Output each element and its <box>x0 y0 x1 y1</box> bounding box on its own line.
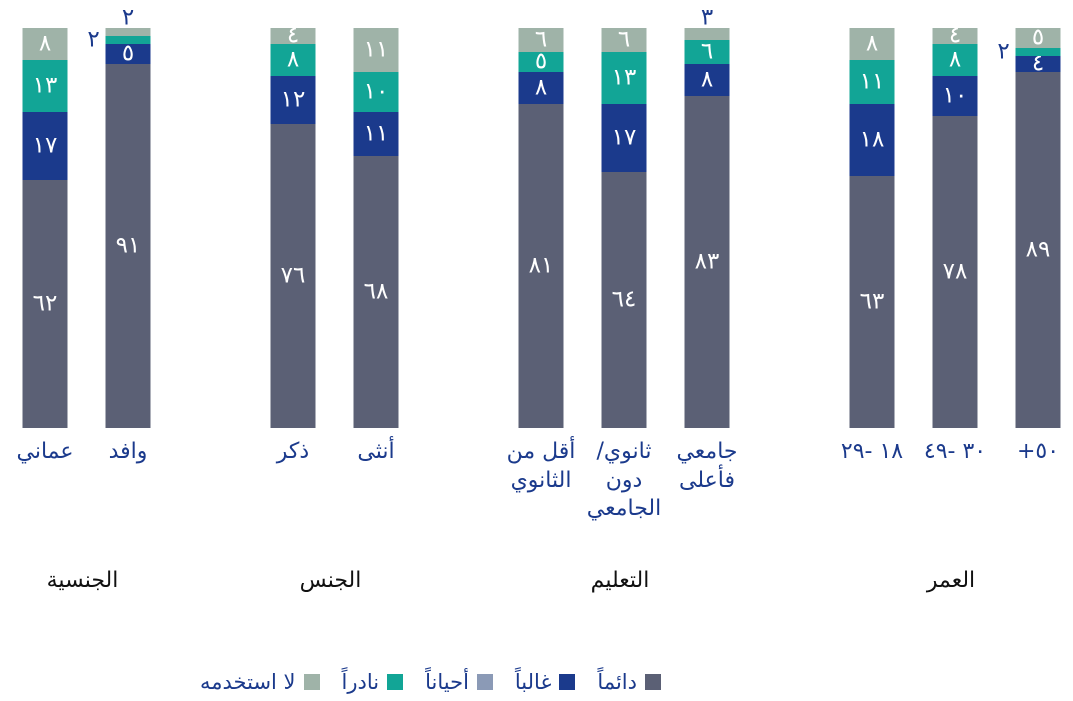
value-label: ٨ <box>535 75 547 101</box>
value-label: ١٢ <box>281 87 306 113</box>
legend-label: أحياناً <box>425 670 469 694</box>
group-label: العمر <box>881 568 1021 593</box>
value-label: ٦٣ <box>860 289 885 315</box>
legend-label: لا استخدمه <box>200 670 296 694</box>
x-tick-label: ٣٠ -٤٩ <box>907 438 1003 467</box>
value-label: ٦ <box>618 27 630 53</box>
value-label: ٣ <box>701 5 713 31</box>
legend-item: لا استخدمه <box>200 670 320 694</box>
x-tick-label: أقل من الثانوي <box>493 438 589 495</box>
value-label: ١٠ <box>364 79 389 105</box>
bar-segment <box>106 36 151 44</box>
value-label: ١٠ <box>943 83 968 109</box>
value-label: ١٧ <box>612 125 637 151</box>
value-label: ١١ <box>860 69 885 95</box>
value-label: ٨ <box>866 31 878 57</box>
value-label: ٦٨ <box>364 279 389 305</box>
value-label: ٦ <box>535 27 547 53</box>
legend-swatch <box>559 674 575 690</box>
value-label: ٦٤ <box>612 287 637 313</box>
legend-label: غالباً <box>515 670 552 694</box>
value-label: ١٧ <box>33 133 58 159</box>
legend-item: أحياناً <box>425 670 493 694</box>
value-label: ٨١ <box>529 253 554 279</box>
chart: ٨٩٤٢٥٧٨١٠٨٤٦٣١٨١١٨٨٣٨٦٣٦٤١٧١٣٦٨١٨٥٦٦٨١١١… <box>0 0 1073 701</box>
value-label: ٩١ <box>116 233 141 259</box>
value-label: ٧٦ <box>281 263 306 289</box>
value-label: ١١ <box>364 121 389 147</box>
x-tick-label: وافد <box>80 438 176 467</box>
value-label: ١٣ <box>612 65 637 91</box>
legend-label: نادراً <box>342 670 380 694</box>
legend-swatch <box>645 674 661 690</box>
value-label: ٢ <box>997 39 1009 65</box>
legend-label: دائماً <box>597 670 637 694</box>
value-label: ١١ <box>364 37 389 63</box>
legend-item: دائماً <box>597 670 661 694</box>
value-label: ٨ <box>287 47 299 73</box>
value-label: ٢ <box>122 5 134 31</box>
x-tick-label: جامعي فأعلى <box>659 438 755 495</box>
value-label: ٨ <box>949 47 961 73</box>
value-label: ٤ <box>287 23 299 49</box>
plot: ٨٩٤٢٥٧٨١٠٨٤٦٣١٨١١٨٨٣٨٦٣٦٤١٧١٣٦٨١٨٥٦٦٨١١١… <box>0 0 1073 701</box>
value-label: ٨٩ <box>1026 237 1051 263</box>
value-label: ٨ <box>39 31 51 57</box>
value-label: ٥ <box>122 41 134 67</box>
legend-swatch <box>387 674 403 690</box>
x-tick-label: ذكر <box>245 438 341 467</box>
value-label: ٦٢ <box>33 291 58 317</box>
x-tick-label: ١٨ -٢٩ <box>824 438 920 467</box>
value-label: ١٨ <box>860 127 885 153</box>
x-tick-label: أنثى <box>328 438 424 467</box>
legend-swatch <box>304 674 320 690</box>
x-tick-label: ثانوي/ دون الجامعي <box>576 438 672 524</box>
value-label: ٤ <box>949 23 961 49</box>
value-label: ٧٨ <box>943 259 968 285</box>
x-tick-label: عماني <box>0 438 93 467</box>
legend-item: نادراً <box>342 670 404 694</box>
legend-swatch <box>477 674 493 690</box>
value-label: ٨٣ <box>695 249 720 275</box>
value-label: ٦ <box>701 39 713 65</box>
group-label: الجنسية <box>13 568 153 593</box>
value-label: ٥ <box>1032 25 1044 51</box>
value-label: ١٣ <box>33 73 58 99</box>
value-label: ٢ <box>87 27 99 53</box>
legend-item: غالباً <box>515 670 576 694</box>
group-label: الجنس <box>261 568 401 593</box>
value-label: ٨ <box>701 67 713 93</box>
legend: دائماً غالباً أحياناً نادراً لا استخدمه <box>200 670 661 694</box>
group-label: التعليم <box>550 568 690 593</box>
